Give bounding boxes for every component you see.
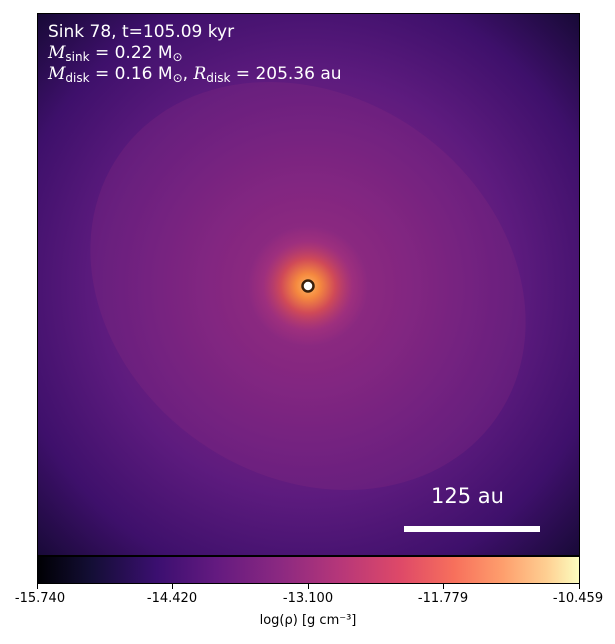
sink-mass-label: Msink = 0.22 M⊙ [48,43,183,64]
colorbar [37,556,580,584]
colorbar-tick-label: -13.100 [282,591,334,606]
sink-time-label: Sink 78, t=105.09 kyr [48,22,235,42]
colorbar-tick-label: -11.779 [417,591,469,606]
density-image [38,14,579,555]
colorbar-tick-label: -10.459 [552,591,604,606]
colorbar-tick [579,584,580,589]
colorbar-tick-label: -15.740 [14,591,66,606]
colorbar-label: log(ρ) [g cm⁻³] [259,613,357,628]
colorbar-tick [308,584,309,589]
scale-bar [404,526,540,532]
colorbar-tick [37,584,38,589]
disk-properties-label: Mdisk = 0.16 M⊙, Rdisk = 205.36 au [48,64,342,85]
sink-marker [301,279,315,293]
colorbar-tick [443,584,444,589]
colorbar-tick-label: -14.420 [146,591,198,606]
density-map: Sink 78, t=105.09 kyr Msink = 0.22 M⊙ Md… [37,13,580,556]
scale-bar-label: 125 au [431,484,504,508]
colorbar-tick [172,584,173,589]
